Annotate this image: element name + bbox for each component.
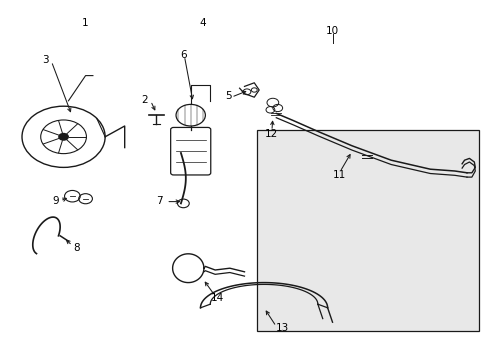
Text: 5: 5 [225, 91, 232, 101]
Circle shape [58, 133, 69, 141]
Text: 14: 14 [210, 293, 224, 303]
Text: 12: 12 [264, 129, 278, 139]
Text: 7: 7 [155, 195, 162, 206]
Bar [256, 130, 478, 331]
Text: 11: 11 [332, 170, 346, 180]
Text: 3: 3 [42, 55, 49, 65]
Circle shape [176, 104, 205, 126]
Text: 4: 4 [199, 18, 206, 28]
Text: 6: 6 [180, 50, 186, 60]
FancyBboxPatch shape [170, 127, 210, 175]
Text: 8: 8 [73, 243, 80, 253]
Text: 10: 10 [325, 26, 338, 36]
Text: 13: 13 [275, 323, 289, 333]
Text: 9: 9 [52, 196, 59, 206]
Text: 1: 1 [82, 18, 89, 28]
Text: 2: 2 [141, 95, 148, 105]
